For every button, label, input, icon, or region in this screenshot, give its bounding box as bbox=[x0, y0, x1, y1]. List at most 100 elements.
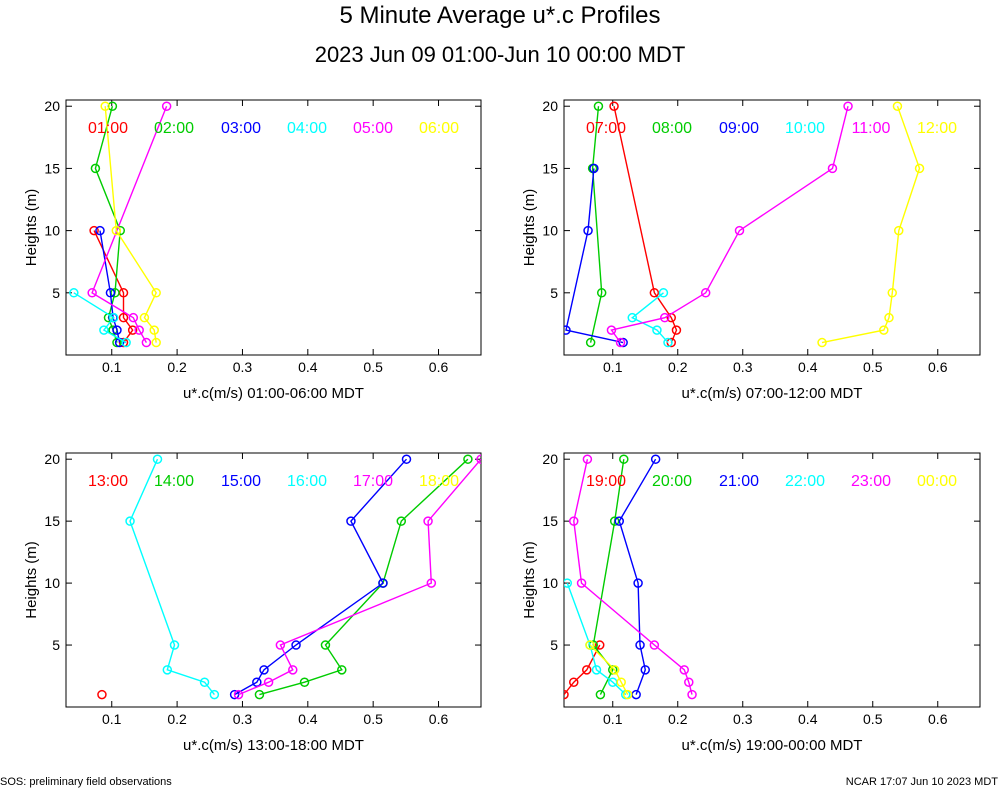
page-title: 5 Minute Average u*.c Profiles bbox=[339, 2, 661, 29]
chart-1-series-5 bbox=[100, 101, 161, 348]
chart-1-y-tick-label: 20 bbox=[44, 98, 60, 114]
chart-3-data-point bbox=[346, 516, 356, 526]
chart-1-x-tick-label: 0.6 bbox=[429, 359, 449, 375]
chart-2-data-point bbox=[817, 337, 827, 348]
chart-1-data-point bbox=[127, 325, 138, 335]
chart-2-legend-entry: 09:00 bbox=[719, 120, 759, 137]
chart-2-series-3 bbox=[627, 288, 673, 348]
chart-2-data-point bbox=[663, 337, 673, 348]
chart-4-legend-entry: 20:00 bbox=[652, 473, 692, 490]
chart-4-data-point bbox=[595, 689, 606, 700]
chart-2-data-point bbox=[658, 288, 669, 298]
chart-2-legend-entry: 11:00 bbox=[852, 120, 891, 137]
chart-3-data-point bbox=[401, 454, 412, 464]
chart-4-x-tick-label: 0.1 bbox=[603, 711, 623, 727]
chart-2-data-point bbox=[734, 225, 745, 236]
chart-2-data-point bbox=[609, 101, 619, 111]
chart-1-y-tick-label: 10 bbox=[44, 223, 60, 239]
chart-3-series-3 bbox=[125, 454, 220, 700]
chart-3-legend-entry: 14:00 bbox=[154, 473, 194, 490]
chart-1-data-point bbox=[105, 288, 116, 298]
chart-4-data-point bbox=[635, 640, 645, 650]
chart-2-x-tick-label: 0.3 bbox=[733, 359, 753, 375]
chart-3-series-line bbox=[129, 458, 215, 696]
chart-4-data-point bbox=[591, 665, 602, 675]
chart-2-data-point bbox=[827, 163, 838, 174]
chart-1-data-point bbox=[107, 101, 118, 111]
chart-2-series-5 bbox=[817, 101, 925, 348]
chart-3-data-point bbox=[152, 454, 163, 464]
chart-1-data-point bbox=[111, 225, 122, 236]
chart-2-series-line bbox=[631, 292, 669, 344]
chart-4-legend-entry: 00:00 bbox=[917, 473, 957, 490]
chart-1-x-tick-label: 0.1 bbox=[102, 359, 122, 375]
chart-2-data-point bbox=[660, 312, 670, 323]
chart-1-data-point bbox=[141, 337, 152, 348]
chart-1-x-tick-label: 0.3 bbox=[233, 359, 253, 375]
chart-3-y-tick-label: 15 bbox=[44, 513, 60, 529]
chart-1-data-point bbox=[95, 225, 105, 236]
chart-4-x-tick-label: 0.3 bbox=[733, 711, 753, 727]
chart-3-series-1 bbox=[254, 454, 473, 700]
chart-2-legend-entry: 12:00 bbox=[917, 120, 957, 137]
chart-3-data-point bbox=[396, 516, 407, 526]
chart-2-x-tick-label: 0.5 bbox=[863, 359, 883, 375]
chart-4-data-point bbox=[582, 665, 592, 675]
chart-4-series-line bbox=[564, 644, 601, 696]
chart-2-data-point bbox=[589, 163, 599, 174]
chart-4-data-point bbox=[569, 677, 579, 687]
chart-1-legend-entry: 02:00 bbox=[154, 120, 194, 137]
chart-4-series-5 bbox=[585, 640, 633, 700]
chart-2-data-point bbox=[627, 312, 637, 323]
chart-1-x-tick-label: 0.2 bbox=[167, 359, 187, 375]
chart-3-legend-entry: 18:00 bbox=[419, 473, 459, 490]
chart-2-legend-entry: 07:00 bbox=[586, 120, 626, 137]
chart-1-x-tick-label: 0.4 bbox=[298, 359, 318, 375]
chart-2-data-point bbox=[700, 288, 711, 298]
chart-3-data-point bbox=[209, 689, 220, 700]
chart-4-legend-entry: 21:00 bbox=[719, 473, 759, 490]
chart-2-data-point bbox=[596, 288, 607, 298]
chart-2-data-point bbox=[618, 337, 628, 348]
chart-1-data-point bbox=[87, 288, 97, 298]
chart-4-series-4 bbox=[569, 454, 697, 700]
chart-4-series-line bbox=[589, 644, 629, 695]
chart-1-data-point bbox=[149, 325, 159, 335]
chart-4-series-line bbox=[573, 459, 693, 695]
chart-4-y-tick-label: 15 bbox=[542, 513, 558, 529]
chart-1-plot-area bbox=[69, 101, 172, 348]
chart-2-plot-area bbox=[564, 101, 925, 348]
chart-4-data-point bbox=[687, 689, 697, 700]
chart-4-y-tick-label: 20 bbox=[542, 451, 558, 467]
chart-1-data-point bbox=[128, 312, 139, 323]
chart-2-data-point bbox=[585, 337, 596, 348]
chart-2-data-point bbox=[894, 225, 904, 236]
chart-4-data-point bbox=[564, 578, 572, 588]
chart-3-y-axis-label: Heights (m) bbox=[23, 541, 40, 619]
chart-1-legend-entry: 03:00 bbox=[221, 120, 261, 137]
chart-1-data-point bbox=[89, 225, 99, 236]
chart-4-data-point bbox=[622, 689, 633, 700]
chart-1-x-tick-label: 0.5 bbox=[363, 359, 383, 375]
chart-3-legend-entry: 13:00 bbox=[88, 473, 128, 490]
chart-2-data-point bbox=[593, 101, 604, 111]
chart-4-data-point bbox=[679, 665, 689, 675]
chart-1-series-0 bbox=[89, 225, 138, 348]
chart-4-data-point bbox=[649, 640, 660, 650]
chart-4-series-line bbox=[592, 459, 625, 695]
chart-1-legend-entry: 04:00 bbox=[287, 120, 327, 137]
chart-2-frame bbox=[563, 99, 981, 356]
chart-2-series-line bbox=[565, 168, 624, 344]
chart-4-x-tick-label: 0.5 bbox=[863, 711, 883, 727]
chart-4-data-point bbox=[616, 677, 626, 687]
chart-3-data-point bbox=[299, 677, 310, 687]
chart-3-legend-entry: 16:00 bbox=[287, 473, 327, 490]
chart-3-x-tick-label: 0.2 bbox=[167, 711, 187, 727]
chart-3-data-point bbox=[252, 677, 262, 687]
chart-1-legend-entry: 05:00 bbox=[353, 120, 393, 137]
chart-1-frame bbox=[65, 99, 482, 356]
chart-2-series-4 bbox=[606, 101, 853, 348]
chart-3-frame bbox=[65, 452, 482, 708]
chart-2-x-tick-label: 0.2 bbox=[668, 359, 688, 375]
chart-1-data-point bbox=[112, 337, 122, 348]
